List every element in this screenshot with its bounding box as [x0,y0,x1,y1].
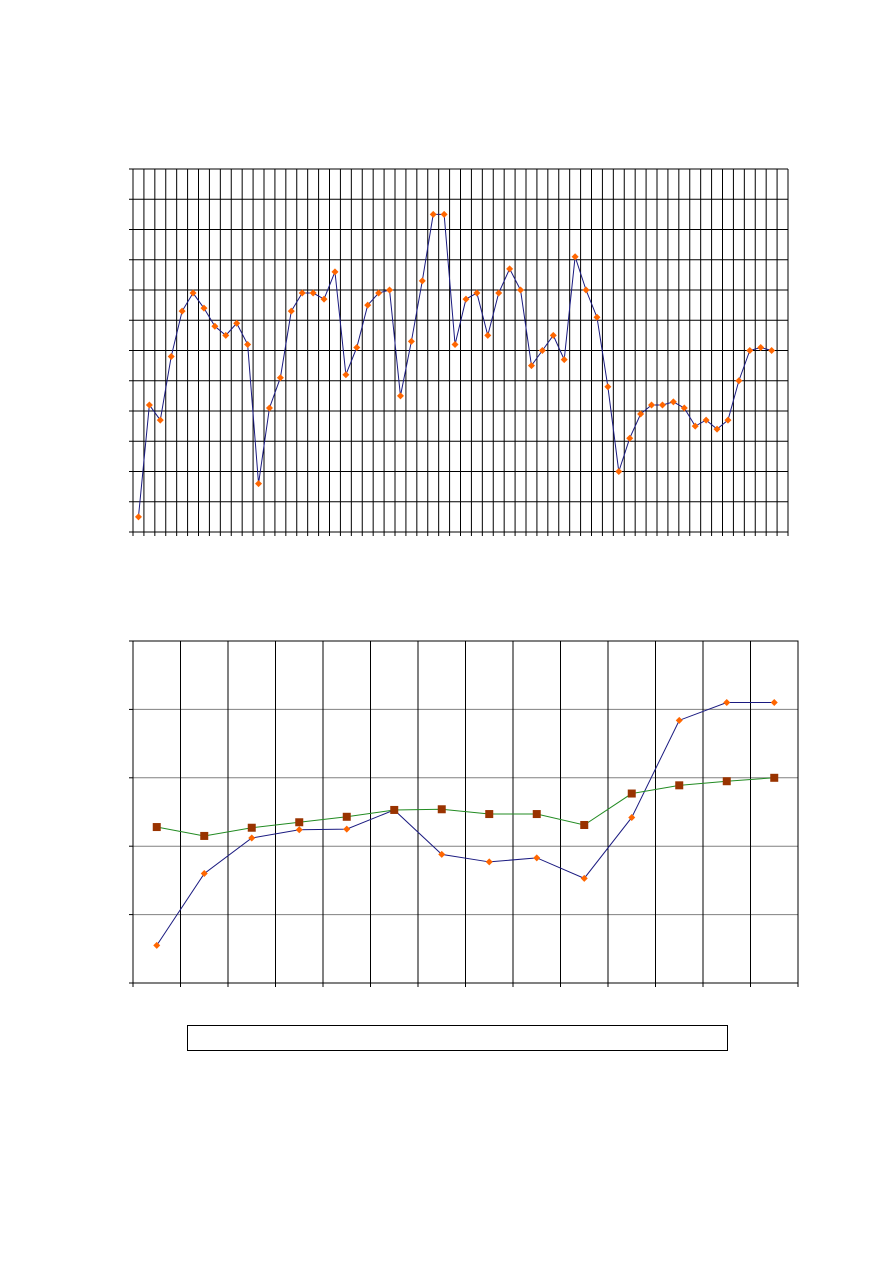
chart-top-point [768,347,776,354]
chart-top-point [702,416,710,424]
chart-top-point [669,398,677,406]
chart-top-point [658,401,666,409]
chart-top-point [746,347,754,354]
chart-top-point [527,362,535,370]
chart-bottom-series1-point [438,850,446,858]
chart-top-point [691,422,699,430]
chart-top-point [386,286,394,294]
chart-bottom-series1-point [675,716,683,724]
chart-bottom-series2-line [156,777,775,837]
chart-top-point [538,347,546,354]
chart-top-point [276,374,284,382]
chart-top-point [167,353,175,361]
chart-top-point [593,313,601,321]
chart-top-point [244,340,252,348]
chart-bottom-series2-point [390,805,399,814]
chart-bottom-series2-point [580,820,589,829]
chart-top-point [484,331,492,339]
chart-top-point [255,480,263,488]
chart-bottom-series2-point [247,823,256,832]
chart-top-point [396,392,404,400]
chart-bottom-series2-point [485,810,494,819]
chart-top-point [713,425,721,433]
chart-bottom-series2-point [200,831,209,840]
chart-top-point [222,331,230,339]
chart-bottom-series2-point [295,818,304,827]
chart-top-point [233,319,241,327]
chart-top-point [626,434,634,442]
chart-bottom-series2-point [532,810,541,819]
chart-top-point [309,289,317,297]
chart-bottom-series1-point [248,834,256,842]
chart-top-point [571,253,579,261]
chart-top-point [320,295,328,303]
chart-top-point [615,468,623,475]
chart-top-point [418,277,426,285]
chart-top-point [375,289,383,297]
chart-top-point [680,404,688,412]
chart-top-point [495,289,503,297]
chart-top-point [364,301,372,309]
chart-top-point [211,322,219,330]
chart-top-point [757,343,765,351]
chart-top-point [648,401,656,409]
chart-top-point [735,377,743,385]
chart-top-point [189,289,197,297]
chart-bottom-series1-point [153,941,161,949]
chart-bottom-series1-point [295,826,303,834]
chart-bottom-series2-point [342,812,351,821]
chart-bottom-series2-point [675,781,684,790]
chart-bottom-series1-point [343,825,351,833]
chart-bottom-plot-border [132,640,799,984]
chart-top-point [265,404,273,412]
chart-bottom-series1-point [485,858,493,866]
chart-top-point [473,289,481,297]
chart-top-point [506,265,514,273]
chart-top-point [549,331,557,339]
chart-bottom-legend [187,1025,728,1051]
chart-top-point [298,289,306,297]
chart-top-point [287,307,295,315]
chart-top-point [134,513,142,521]
chart-top-point [462,295,470,303]
chart-top-point [582,286,590,294]
chart-bottom-series1-point [580,874,588,882]
chart-top-point [156,416,164,424]
chart-top-point [560,356,568,364]
chart-top [129,168,789,536]
chart-bottom-series1-line [156,702,775,946]
chart-top-point [407,337,415,345]
chart-bottom-series2-point [722,777,731,786]
chart-top-point [440,210,448,218]
chart-top-point [178,307,186,315]
chart-bottom-series2-point [770,773,779,782]
chart-top-point [429,210,437,218]
chart-bottom-series1-point [723,699,731,707]
chart-bottom-series2-point [437,805,446,814]
chart-top-point [342,371,350,379]
chart-top-point [604,383,612,391]
chart-top-point [637,410,645,418]
chart-bottom-series1-point [533,854,541,862]
chart-top-point [145,401,153,409]
chart-bottom-series2-point [152,823,161,832]
chart-top-point [353,343,361,351]
chart-bottom-series1-point [200,870,208,878]
chart-bottom-series1-point [770,699,778,707]
chart-top-point [724,416,732,424]
chart-bottom-series1-point [628,813,636,821]
chart-top-point [200,304,208,312]
chart-bottom-series2-point [627,789,636,798]
chart-top-point [451,340,459,348]
chart-top-point [517,286,525,294]
chart-top-point [331,268,339,276]
